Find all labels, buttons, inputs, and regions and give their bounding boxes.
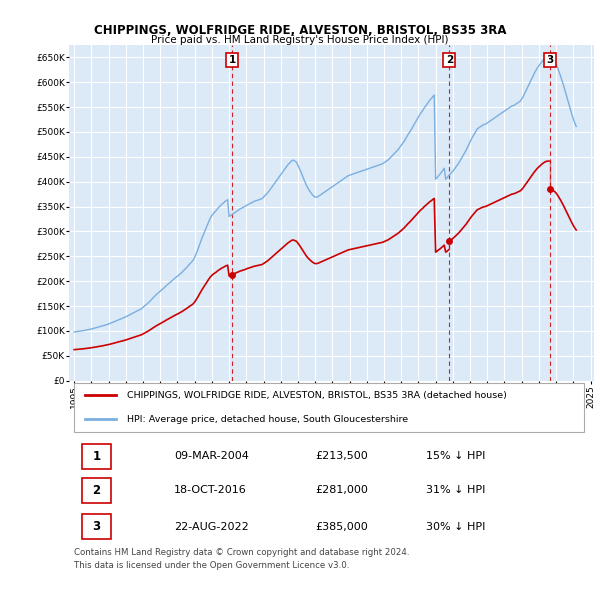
Text: 09-MAR-2004: 09-MAR-2004	[174, 451, 249, 461]
Text: Contains HM Land Registry data © Crown copyright and database right 2024.
This d: Contains HM Land Registry data © Crown c…	[74, 548, 410, 570]
Text: CHIPPINGS, WOLFRIDGE RIDE, ALVESTON, BRISTOL, BS35 3RA (detached house): CHIPPINGS, WOLFRIDGE RIDE, ALVESTON, BRI…	[127, 391, 506, 399]
Text: 3: 3	[92, 520, 100, 533]
Text: £385,000: £385,000	[316, 522, 368, 532]
Text: £213,500: £213,500	[316, 451, 368, 461]
Text: 18-OCT-2016: 18-OCT-2016	[174, 486, 247, 496]
FancyBboxPatch shape	[82, 514, 111, 539]
Text: 30% ↓ HPI: 30% ↓ HPI	[426, 522, 485, 532]
Text: 2: 2	[92, 484, 100, 497]
Text: 22-AUG-2022: 22-AUG-2022	[174, 522, 249, 532]
Text: 2: 2	[446, 55, 453, 65]
Text: 31% ↓ HPI: 31% ↓ HPI	[426, 486, 485, 496]
Text: HPI: Average price, detached house, South Gloucestershire: HPI: Average price, detached house, Sout…	[127, 415, 408, 424]
Text: 1: 1	[92, 450, 100, 463]
FancyBboxPatch shape	[74, 383, 583, 432]
Text: Price paid vs. HM Land Registry's House Price Index (HPI): Price paid vs. HM Land Registry's House …	[151, 35, 449, 45]
Text: 3: 3	[547, 55, 554, 65]
Text: CHIPPINGS, WOLFRIDGE RIDE, ALVESTON, BRISTOL, BS35 3RA: CHIPPINGS, WOLFRIDGE RIDE, ALVESTON, BRI…	[94, 24, 506, 37]
FancyBboxPatch shape	[82, 478, 111, 503]
Text: £281,000: £281,000	[316, 486, 368, 496]
Text: 1: 1	[229, 55, 236, 65]
Text: 15% ↓ HPI: 15% ↓ HPI	[426, 451, 485, 461]
FancyBboxPatch shape	[82, 444, 111, 469]
